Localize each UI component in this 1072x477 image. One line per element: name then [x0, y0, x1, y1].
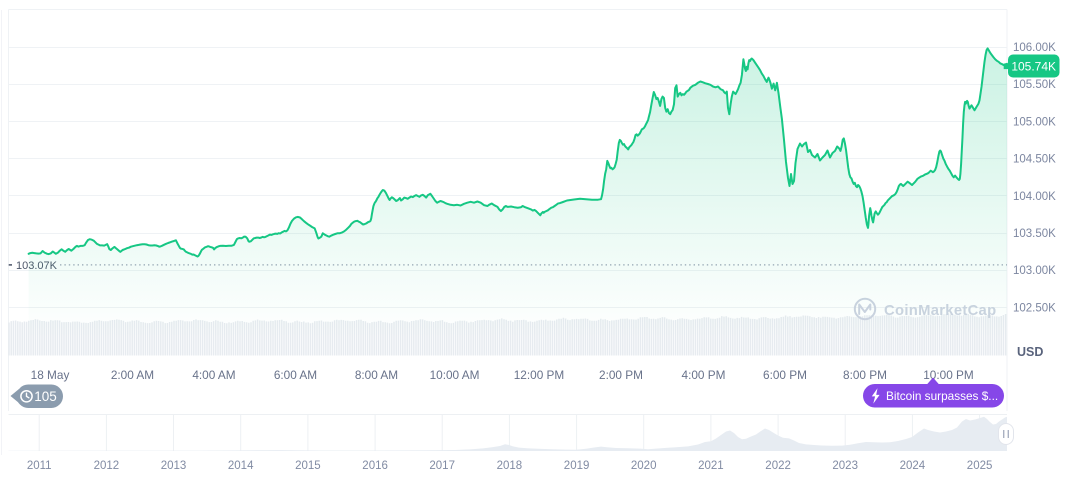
- svg-text:105.00K: 105.00K: [1013, 116, 1056, 128]
- svg-text:8:00 AM: 8:00 AM: [355, 368, 398, 382]
- svg-text:12:00 PM: 12:00 PM: [514, 368, 565, 382]
- svg-text:2019: 2019: [564, 460, 590, 472]
- svg-text:104.50K: 104.50K: [1013, 154, 1056, 166]
- svg-text:102.50K: 102.50K: [1013, 302, 1056, 314]
- svg-text:4:00 PM: 4:00 PM: [682, 368, 726, 382]
- svg-text:2:00 PM: 2:00 PM: [599, 368, 643, 382]
- svg-text:103.00K: 103.00K: [1013, 265, 1056, 277]
- svg-text:2022: 2022: [765, 460, 791, 472]
- svg-text:2014: 2014: [228, 460, 254, 472]
- svg-text:2021: 2021: [698, 460, 724, 472]
- svg-text:6:00 PM: 6:00 PM: [763, 368, 807, 382]
- svg-text:2011: 2011: [27, 460, 52, 472]
- svg-text:103.50K: 103.50K: [1013, 228, 1056, 240]
- svg-text:Bitcoin surpasses $...: Bitcoin surpasses $...: [886, 389, 998, 403]
- svg-text:10:00 AM: 10:00 AM: [430, 368, 480, 382]
- svg-text:6:00 AM: 6:00 AM: [274, 368, 317, 382]
- svg-text:2018: 2018: [497, 460, 523, 472]
- svg-text:18 May: 18 May: [31, 368, 70, 382]
- svg-text:105: 105: [34, 389, 57, 404]
- svg-text:106.00K: 106.00K: [1013, 42, 1056, 54]
- svg-text:4:00 AM: 4:00 AM: [192, 368, 235, 382]
- svg-text:105.74K: 105.74K: [1011, 59, 1056, 73]
- svg-text:104.00K: 104.00K: [1013, 191, 1056, 203]
- svg-text:2020: 2020: [631, 460, 657, 472]
- svg-text:USD: USD: [1017, 345, 1043, 359]
- svg-text:10:00 PM: 10:00 PM: [923, 368, 974, 382]
- svg-text:2:00 AM: 2:00 AM: [111, 368, 154, 382]
- svg-text:2024: 2024: [900, 460, 926, 472]
- svg-text:2025: 2025: [967, 460, 993, 472]
- svg-text:105.50K: 105.50K: [1013, 79, 1056, 91]
- svg-text:2016: 2016: [362, 460, 388, 472]
- svg-text:2012: 2012: [94, 460, 120, 472]
- svg-text:2015: 2015: [295, 460, 321, 472]
- svg-text:2013: 2013: [161, 460, 187, 472]
- svg-text:2023: 2023: [832, 460, 858, 472]
- svg-text:8:00 PM: 8:00 PM: [843, 368, 887, 382]
- svg-text:2017: 2017: [429, 460, 455, 472]
